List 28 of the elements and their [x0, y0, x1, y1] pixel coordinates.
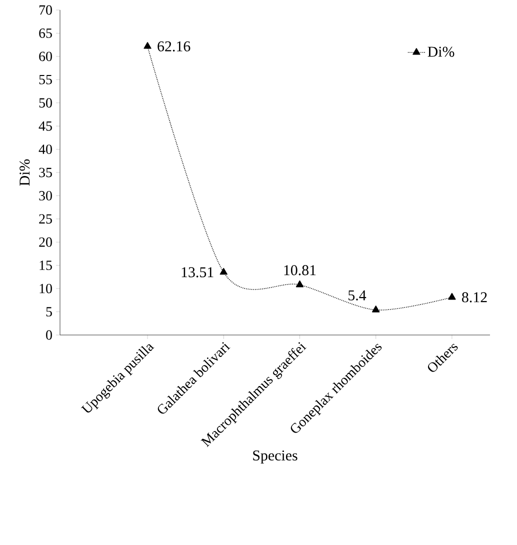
y-tick-label: 60: [39, 52, 52, 62]
y-tick-label: 45: [38, 121, 52, 131]
x-axis-title: Species: [253, 450, 298, 464]
data-label: 5.4: [348, 290, 366, 300]
y-tick-label: 30: [39, 191, 52, 200]
y-tick-label: 40: [38, 144, 52, 154]
y-tick-label: 10: [40, 284, 52, 294]
y-tick-label: 5: [46, 307, 52, 316]
y-tick-label: 25: [39, 214, 52, 224]
y-tick-label: 20: [39, 237, 52, 247]
data-label: 10.81: [284, 265, 316, 276]
data-label: 13.51: [182, 267, 214, 278]
point: [448, 292, 456, 300]
data-label: 62.16: [158, 41, 190, 52]
y-tick-label: 35: [39, 168, 52, 178]
y-tick-label: 0: [46, 330, 52, 340]
point: [144, 42, 152, 49]
legend-label: Di%: [428, 46, 454, 57]
y-tick-label: 15: [40, 260, 52, 270]
point: [372, 306, 380, 312]
point: [296, 280, 304, 288]
y-tick-label: 70: [39, 5, 52, 15]
data-label: 8.12: [462, 292, 487, 302]
y-tick-label: 55: [39, 75, 52, 84]
y-tick-label: 50: [39, 98, 52, 108]
y-axis-title: Di%: [20, 159, 30, 186]
y-tick-label: 65: [39, 28, 52, 38]
point: [220, 268, 228, 275]
